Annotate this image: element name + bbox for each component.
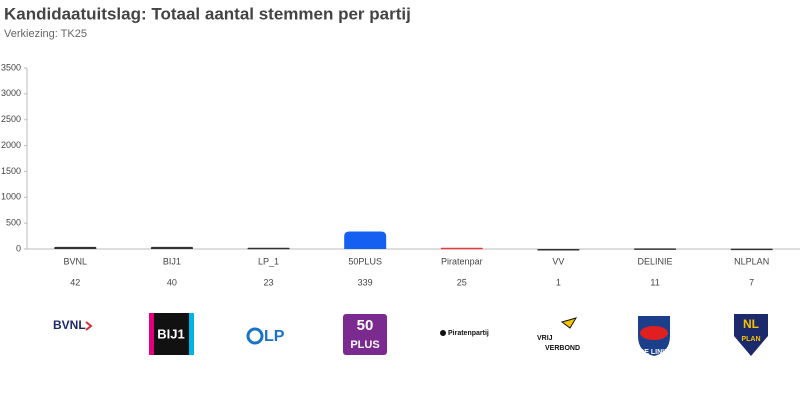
x-tick-label: BIJ1 (163, 256, 181, 266)
x-tick-label: VV (552, 256, 564, 266)
x-tick-label: Piratenpar (441, 256, 483, 266)
logo-text: DE LINIE (639, 349, 669, 356)
bar (247, 247, 290, 250)
value-label: 7 (749, 277, 754, 287)
y-tick-label: 1500 (1, 166, 21, 176)
logo-text: BVNL (53, 318, 86, 332)
logo: BVNL (53, 318, 93, 332)
x-tick-label: BVNL (64, 256, 88, 266)
logo: DE LINIE (638, 316, 670, 356)
value-label: 1 (556, 277, 561, 287)
logo-text: 50 (357, 317, 374, 334)
logo: 50 PLUS (343, 314, 387, 355)
logo: BIJ1 (149, 313, 194, 355)
value-label: 339 (358, 277, 373, 287)
logo-text: NL (743, 317, 759, 331)
y-tick-label: 1000 (1, 192, 21, 202)
bar (440, 247, 483, 250)
x-tick-label: DELINIE (638, 256, 673, 266)
y-tick-label: 500 (6, 218, 21, 228)
logo: NL PLAN (734, 314, 768, 356)
logo-text: LP (264, 328, 285, 345)
bar (344, 231, 387, 249)
logo: Piratenpartij (440, 330, 489, 337)
logo: VRIJ VERBOND (537, 317, 580, 352)
bar (150, 246, 193, 249)
logo: LP (246, 327, 285, 345)
value-label: 42 (70, 277, 80, 287)
chart-subtitle: Verkiezing: TK25 (4, 28, 87, 40)
x-tick-label: 50PLUS (348, 256, 382, 266)
logo-text: PLUS (350, 339, 379, 351)
y-tick-label: 3500 (1, 62, 21, 72)
x-tick-label: LP_1 (258, 256, 279, 266)
x-tick-label: NLPLAN (734, 256, 769, 266)
y-tick-label: 0 (16, 243, 21, 253)
value-label: 40 (167, 277, 177, 287)
logo-text: BIJ1 (157, 326, 184, 341)
bar (54, 246, 97, 249)
value-label: 23 (264, 277, 274, 287)
bar (730, 248, 773, 251)
chart-title: Kandidaatuitslag: Totaal aantal stemmen … (4, 4, 411, 23)
value-label: 11 (650, 277, 659, 287)
logo-text: VERBOND (545, 345, 580, 352)
y-tick-label: 2000 (1, 140, 21, 150)
bar (537, 248, 580, 251)
y-tick-label: 2500 (1, 114, 21, 124)
y-tick-label: 3000 (1, 88, 21, 98)
logo-text: Piratenpartij (448, 330, 489, 337)
logo-text: PLAN (741, 336, 760, 343)
bar (634, 248, 677, 250)
value-label: 25 (457, 277, 467, 287)
logo-text: VRIJ (537, 335, 553, 342)
